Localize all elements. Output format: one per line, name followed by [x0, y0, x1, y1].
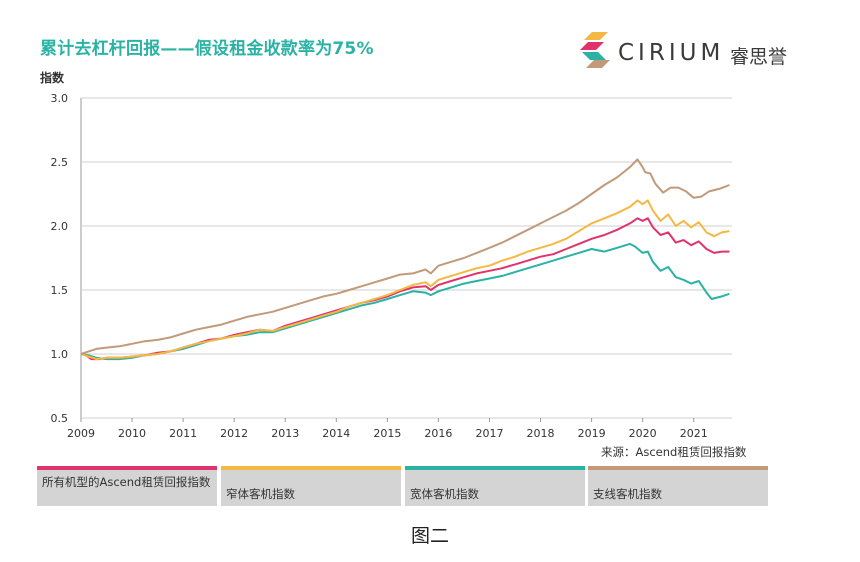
y-tick-label: 1.0: [51, 348, 69, 361]
legend-label: 所有机型的Ascend租赁回报指数: [42, 475, 211, 489]
legend-item-0: 所有机型的Ascend租赁回报指数: [37, 466, 217, 506]
x-tick-label: 2017: [475, 427, 503, 440]
logo-text: CIRIUM: [618, 40, 725, 66]
chart-title: 累计去杠杆回报——假设租金收款率为75%: [40, 39, 374, 59]
x-tick-label: 2021: [680, 427, 708, 440]
legend-item-1: 窄体客机指数: [221, 466, 401, 506]
legend-item-2: 宽体客机指数: [405, 466, 585, 506]
series-line-2: [80, 242, 730, 361]
y-tick-label: 2.5: [51, 156, 69, 169]
series-line-1: [80, 199, 730, 361]
x-tick-label: 2015: [373, 427, 401, 440]
legend-label: 支线客机指数: [593, 487, 662, 501]
x-tick-label: 2012: [220, 427, 248, 440]
x-tick-label: 2009: [67, 427, 95, 440]
legend-label: 宽体客机指数: [410, 487, 479, 501]
cirium-logo-icon: [580, 32, 610, 68]
series-line-3: [80, 158, 730, 355]
logo-chinese-text: 睿思誉: [730, 46, 788, 68]
x-tick-label: 2020: [629, 427, 657, 440]
x-tick-label: 2011: [169, 427, 197, 440]
y-tick-label: 2.0: [51, 220, 69, 233]
x-tick-label: 2019: [578, 427, 606, 440]
x-tick-label: 2010: [118, 427, 146, 440]
figure-caption: 图二: [410, 525, 449, 547]
source-note: 来源：Ascend租赁回报指数: [601, 445, 747, 459]
cirium-logo: CIRIUM 睿思誉: [578, 30, 798, 74]
x-tick-label: 2016: [424, 427, 452, 440]
legend-item-3: 支线客机指数: [588, 466, 768, 506]
y-axis-label: 指数: [40, 71, 65, 85]
x-tick-label: 2014: [322, 427, 350, 440]
x-tick-label: 2013: [271, 427, 299, 440]
y-tick-label: 1.5: [51, 284, 69, 297]
y-tick-label: 0.5: [51, 412, 69, 425]
x-tick-label: 2018: [527, 427, 555, 440]
y-tick-label: 3.0: [51, 92, 69, 105]
legend-label: 窄体客机指数: [226, 487, 295, 501]
